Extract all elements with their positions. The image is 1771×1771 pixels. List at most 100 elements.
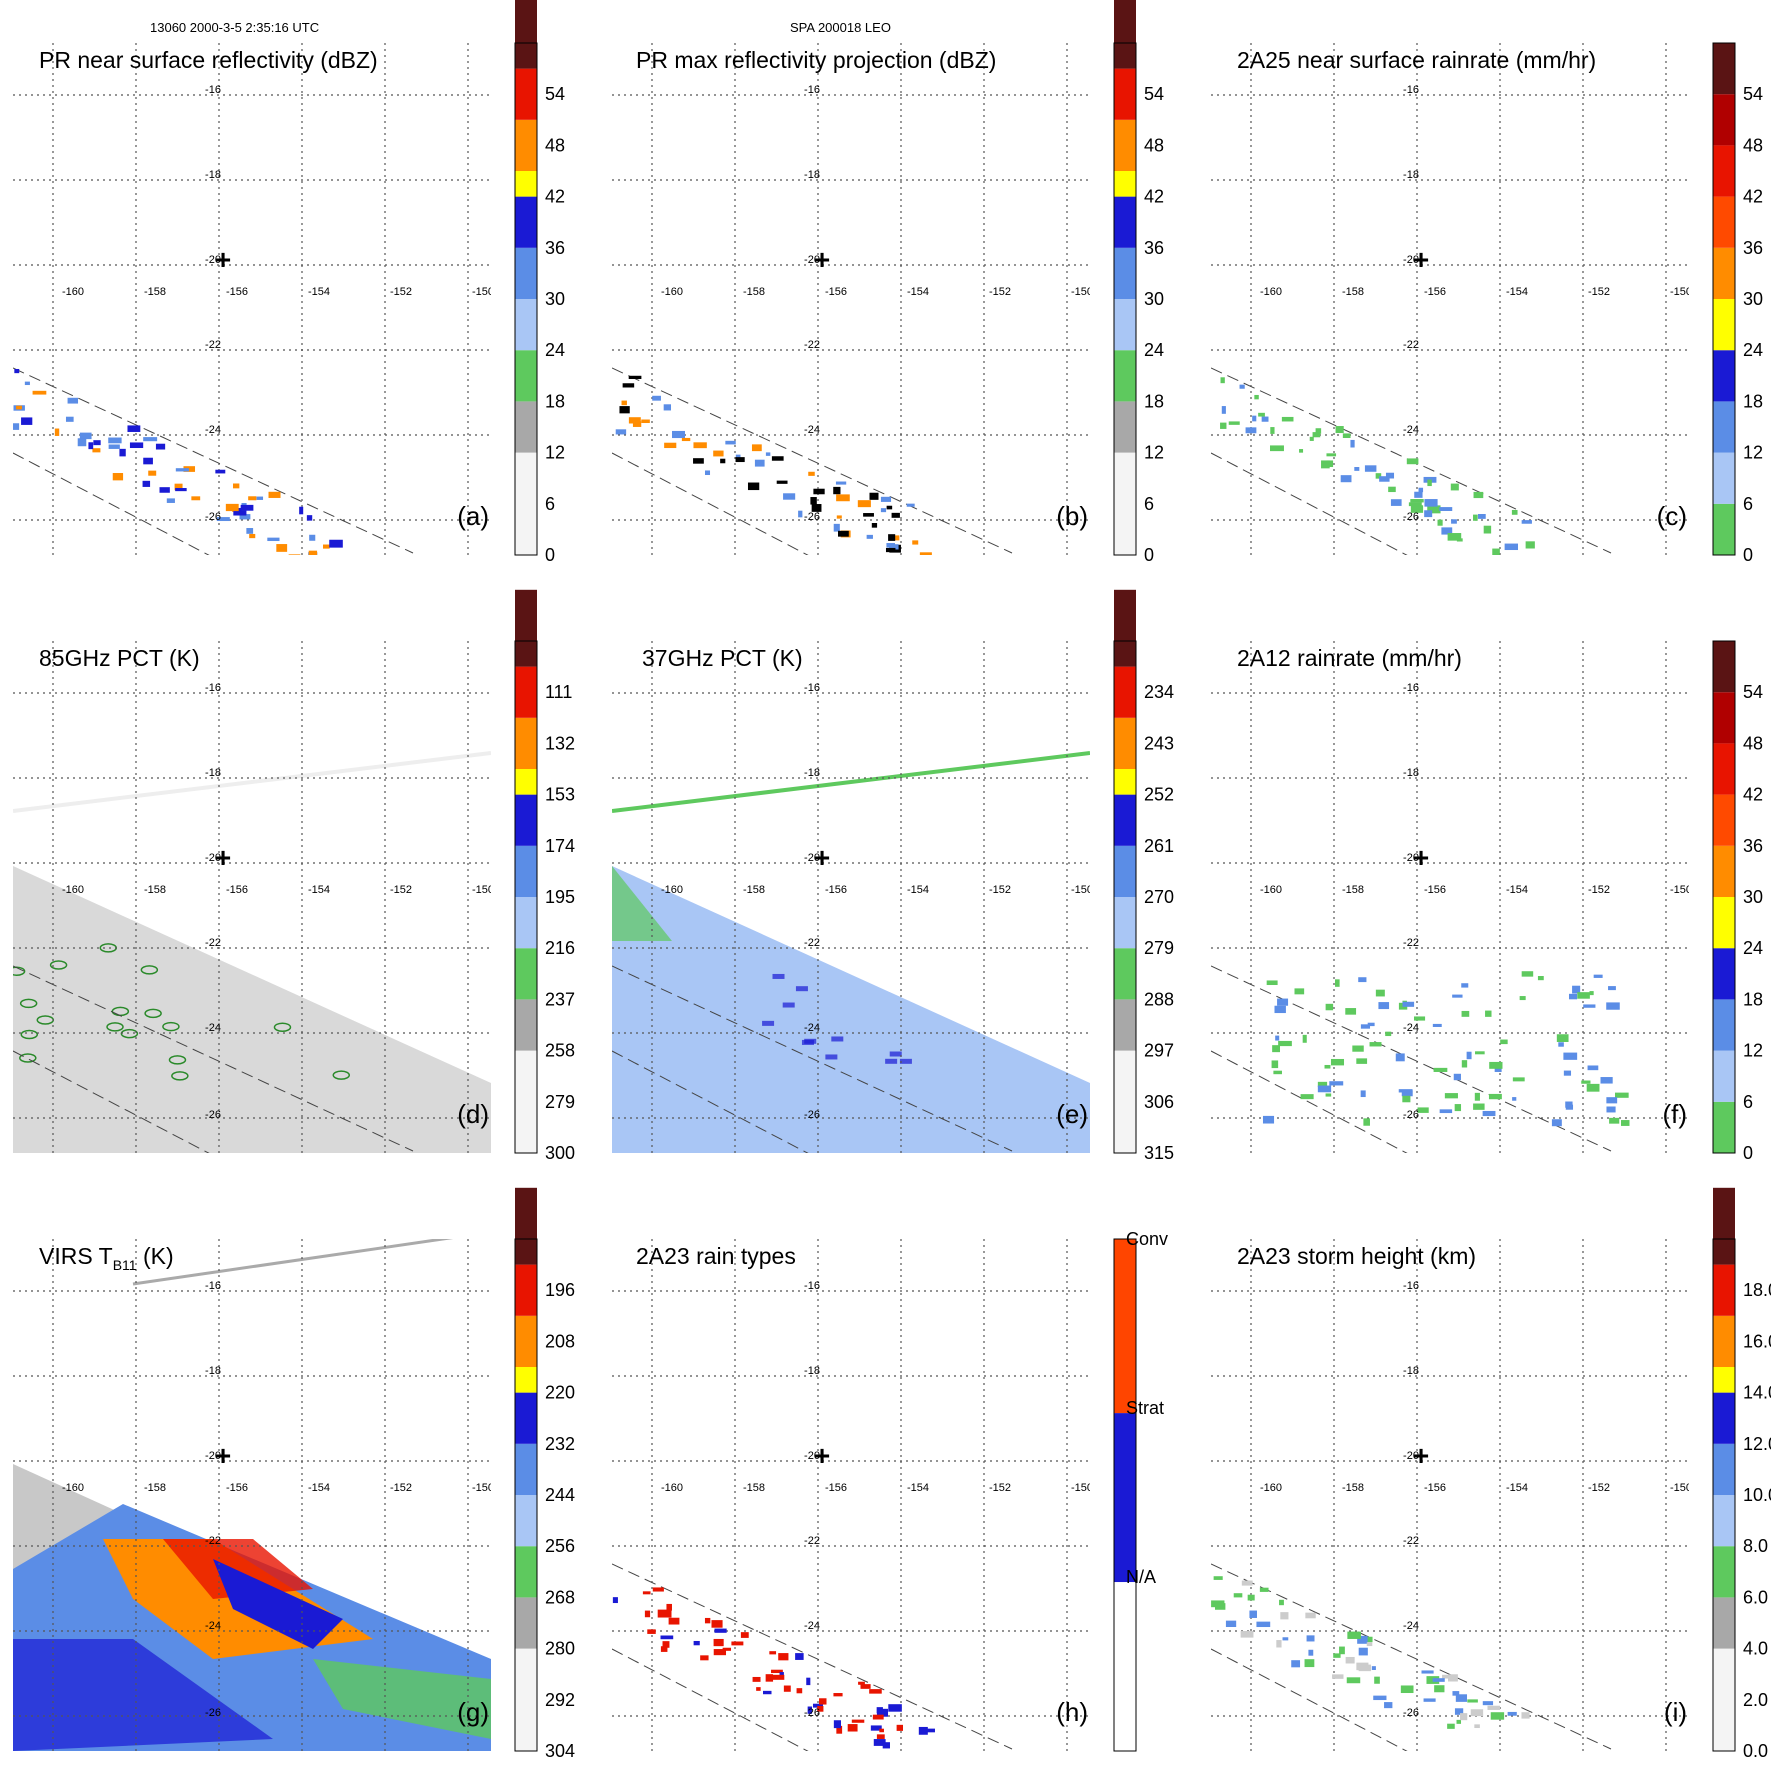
pr-swath-edge	[612, 1648, 809, 1751]
colorbar-tick-label: 174	[545, 836, 575, 856]
echo-speck	[1315, 428, 1322, 434]
echo-speck	[700, 1655, 709, 1661]
lon-label: -150	[472, 1482, 494, 1494]
lat-label: -18	[804, 169, 820, 181]
cloud-field	[313, 1659, 491, 1739]
lon-label: -152	[390, 1482, 412, 1494]
colorbar-band	[1713, 1315, 1735, 1367]
echo-speck	[1270, 427, 1275, 434]
panel-title: 2A12 rainrate (mm/hr)	[1237, 645, 1462, 671]
lon-label: -160	[62, 1482, 84, 1494]
echo-speck	[1373, 1695, 1387, 1701]
echo-speck	[783, 1685, 791, 1692]
echo-speck	[662, 1641, 670, 1648]
panel-h: -160 -158 -156 -154 -152 -150 -16 -18 -20 -22 -24 -…	[612, 1229, 1168, 1752]
echo-speck	[1614, 1092, 1629, 1098]
echo-speck	[769, 1651, 777, 1655]
echo-speck	[1220, 377, 1225, 384]
echo-speck	[713, 1638, 724, 1647]
echo-speck	[657, 1609, 672, 1618]
echo-speck	[1266, 980, 1278, 986]
colorbar-tick-label: 42	[545, 187, 565, 207]
echo-speck	[919, 552, 932, 555]
echo-speck	[1378, 1002, 1390, 1010]
echo-speck	[833, 523, 840, 532]
swath-field	[13, 866, 491, 1153]
colorbar-band	[1114, 666, 1136, 718]
echo-speck	[1369, 1042, 1382, 1047]
echo-speck	[1360, 1090, 1366, 1098]
echo-speck	[1402, 1095, 1411, 1103]
echo-speck	[628, 417, 641, 424]
colorbar-band	[1114, 247, 1136, 299]
lon-label: -154	[907, 884, 929, 896]
echo-speck	[804, 1038, 817, 1044]
colorbar-band	[515, 1495, 537, 1547]
colorbar-band	[1713, 692, 1735, 744]
colorbar-band	[515, 1597, 537, 1649]
storm-center-marker: +	[814, 244, 830, 275]
echo-speck	[1441, 527, 1453, 535]
colorbar-tick-label: 36	[545, 238, 565, 258]
echo-speck	[1475, 1051, 1485, 1055]
lat-label: -26	[1403, 511, 1419, 523]
echo-speck	[628, 375, 642, 379]
colorbar-tick-label: 12	[1743, 1041, 1763, 1061]
echo-speck	[233, 507, 247, 516]
echo-speck	[888, 544, 899, 550]
pr-swath-edge	[1211, 452, 1408, 555]
lon-label: -154	[1506, 286, 1528, 298]
echo-speck	[1333, 1653, 1341, 1658]
echo-speck	[1275, 1035, 1280, 1041]
colorbar-tick-label: 6	[1743, 494, 1753, 514]
track-line	[612, 751, 1090, 813]
colorbar-band	[1114, 897, 1136, 949]
echo-speck	[1213, 1576, 1223, 1580]
echo-speck	[857, 500, 871, 508]
colorbar-tick-label: 132	[545, 733, 575, 753]
map-area: -160 -158 -156 -154 -152 -150 -16 -18 -20 -22 -24 -…	[612, 1239, 1090, 1751]
echo-speck	[49, 960, 68, 970]
lon-label: -156	[1424, 884, 1446, 896]
colorbar-tick-label: 0	[1743, 545, 1753, 565]
echo-speck	[1360, 1024, 1371, 1029]
echo-speck	[851, 1719, 865, 1723]
echo-speck	[79, 432, 92, 440]
echo-speck	[612, 1597, 618, 1604]
lat-label: -18	[205, 767, 221, 779]
colorbar-band	[1713, 145, 1735, 197]
lon-label: -154	[907, 1482, 929, 1494]
echo-speck	[873, 1739, 886, 1746]
echo-speck	[1609, 1117, 1620, 1124]
colorbar-band	[515, 1648, 537, 1751]
echo-speck	[693, 442, 707, 449]
colorbar-tick-label: 42	[1144, 187, 1164, 207]
echo-speck	[143, 437, 158, 442]
colorbar-band	[515, 999, 537, 1051]
lat-label: -18	[1403, 767, 1419, 779]
lat-label: -18	[804, 1365, 820, 1377]
echo-speck	[765, 1674, 774, 1682]
echo-speck	[704, 470, 711, 476]
lat-label: -22	[205, 937, 221, 949]
colorbar-tick-label: 18	[1144, 391, 1164, 411]
colorbar-band	[515, 196, 537, 248]
colorbar-band	[515, 1050, 537, 1153]
echo-speck	[836, 515, 842, 519]
echo-speck	[876, 1708, 889, 1717]
echo-speck	[67, 397, 79, 404]
lon-label: -158	[743, 884, 765, 896]
lon-label: -152	[1588, 1482, 1610, 1494]
colorbar-tick-label: 292	[545, 1690, 575, 1710]
panel-title: 85GHz PCT (K)	[39, 645, 200, 671]
pr-swath-edge	[13, 367, 414, 554]
echo-speck	[918, 1726, 928, 1735]
echo-speck	[1364, 1636, 1373, 1643]
echo-speck	[1483, 525, 1492, 534]
echo-speck	[332, 1070, 351, 1080]
echo-speck	[1228, 421, 1240, 425]
echo-speck	[1456, 1719, 1462, 1724]
colorbar-tick-label: 14.0	[1743, 1383, 1771, 1403]
echo-speck	[19, 1053, 37, 1063]
echo-speck	[1467, 1699, 1478, 1703]
